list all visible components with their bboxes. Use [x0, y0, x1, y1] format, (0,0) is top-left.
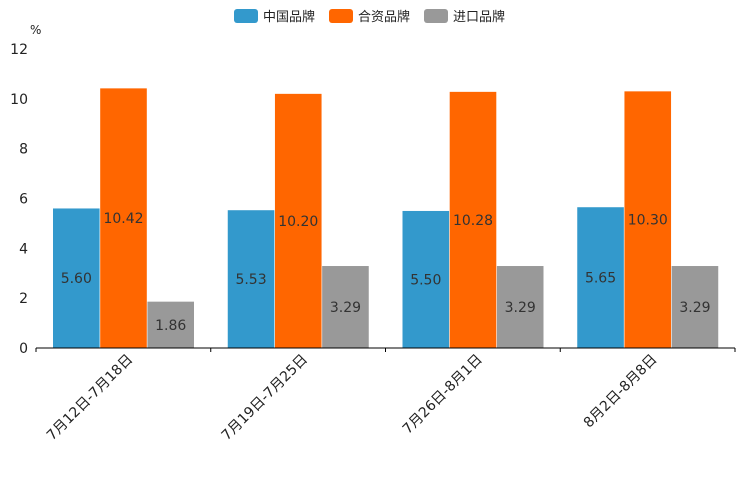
bar-1-2 — [227, 210, 275, 348]
bar-3-1 — [147, 301, 194, 348]
y-tick-label: 10 — [10, 92, 28, 108]
data-label: 10.28 — [453, 213, 493, 229]
x-category-label: 7月12日-7月18日 — [44, 352, 136, 444]
bar-2-1 — [100, 88, 147, 348]
data-label: 10.20 — [278, 214, 318, 230]
legend-swatch — [329, 9, 353, 23]
data-label: 3.29 — [679, 300, 710, 316]
y-tick-label: 12 — [10, 42, 28, 58]
bar-2-4 — [624, 91, 672, 348]
bar-3-3 — [496, 266, 544, 348]
legend-label: 进口品牌 — [453, 9, 505, 25]
data-label: 5.60 — [61, 271, 92, 287]
y-tick-label: 2 — [19, 291, 28, 307]
bars — [53, 88, 719, 349]
legend: 中国品牌 合资品牌 进口品牌 — [234, 9, 505, 25]
legend-label: 中国品牌 — [263, 9, 315, 25]
bar-1-3 — [402, 210, 450, 348]
y-tick-label: 0 — [19, 341, 28, 357]
bar-2-2 — [274, 93, 322, 348]
data-label: 3.29 — [330, 300, 361, 316]
y-tick-label: 6 — [19, 192, 28, 208]
bar-1-4 — [577, 207, 624, 348]
x-category-label: 8月2日-8月8日 — [581, 352, 661, 432]
legend-swatch — [234, 9, 258, 23]
data-label: 5.65 — [585, 271, 616, 287]
data-label: 1.86 — [155, 318, 186, 334]
legend-label: 合资品牌 — [358, 9, 410, 25]
data-label: 10.30 — [628, 213, 668, 229]
x-category-label: 7月26日-8月1日 — [400, 352, 486, 438]
data-label: 5.50 — [410, 272, 441, 288]
y-tick-label: 4 — [19, 241, 28, 257]
data-label: 3.29 — [505, 300, 536, 316]
bar-2-3 — [449, 91, 497, 349]
bar-3-4 — [671, 266, 719, 348]
bar-1-1 — [53, 208, 100, 348]
y-axis: 0 2 4 6 8 10 12 — [10, 42, 28, 357]
data-labels: 5.60 10.42 1.86 5.53 10.20 3.29 5.50 10.28 3.29 5… — [61, 211, 711, 334]
data-label: 5.53 — [235, 272, 266, 288]
legend-swatch — [424, 9, 448, 23]
data-label: 10.42 — [103, 211, 143, 227]
bar-3-2 — [322, 266, 369, 348]
y-tick-label: 8 — [19, 142, 28, 158]
y-axis-unit-label: % — [30, 23, 41, 37]
x-category-label: 7月19日-7月25日 — [219, 352, 311, 444]
x-axis: 7月12日-7月18日 7月19日-7月25日 7月26日-8月1日 8月2日-8月8… — [35, 347, 736, 444]
